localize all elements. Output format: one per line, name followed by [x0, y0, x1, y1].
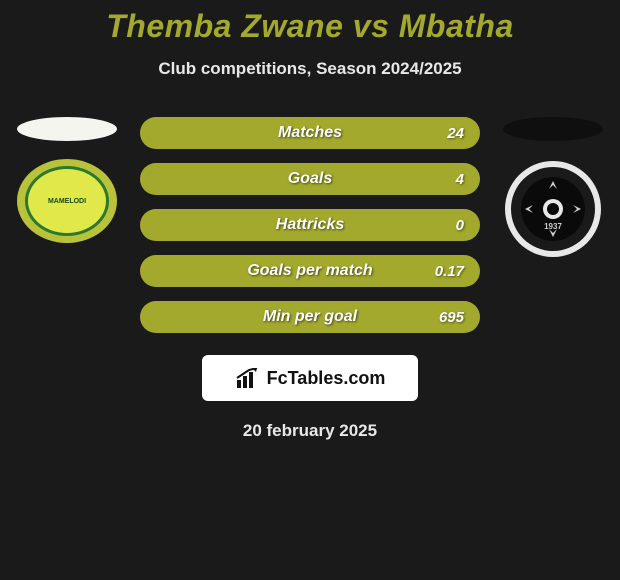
stat-value-right: 0.17 — [434, 263, 464, 280]
stat-value-right: 24 — [434, 125, 464, 142]
brand-box[interactable]: FcTables.com — [202, 355, 418, 401]
right-club-year: 1937 — [544, 222, 562, 231]
stat-label: Min per goal — [263, 308, 357, 326]
comparison-row: MAMELODI Matches 24 Goals 4 Hattricks 0 Goals … — [0, 117, 620, 333]
left-club-badge-inner: MAMELODI — [25, 166, 109, 236]
right-player-side: 1937 — [498, 117, 608, 259]
stat-label: Goals per match — [247, 262, 372, 280]
stat-bar: Min per goal 695 — [140, 301, 480, 333]
left-player-side: MAMELODI — [12, 117, 122, 243]
stats-column: Matches 24 Goals 4 Hattricks 0 Goals per match… — [140, 117, 480, 333]
date-line: 20 february 2025 — [0, 421, 620, 441]
stat-bar: Matches 24 — [140, 117, 480, 149]
subtitle: Club competitions, Season 2024/2025 — [0, 59, 620, 79]
right-club-badge: 1937 — [503, 159, 603, 259]
stat-label: Matches — [278, 124, 342, 142]
stat-label: Goals — [288, 170, 332, 188]
page-title: Themba Zwane vs Mbatha — [0, 8, 620, 45]
brand-chart-icon — [235, 368, 261, 388]
right-player-ellipse — [503, 117, 603, 141]
brand-text: FcTables.com — [267, 368, 386, 389]
stat-bar: Goals 4 — [140, 163, 480, 195]
left-player-ellipse — [17, 117, 117, 141]
right-club-badge-svg: 1937 — [503, 159, 603, 259]
left-club-name: MAMELODI — [48, 198, 86, 205]
comparison-card: Themba Zwane vs Mbatha Club competitions… — [0, 0, 620, 441]
stat-value-right: 695 — [434, 309, 464, 326]
stat-bar: Hattricks 0 — [140, 209, 480, 241]
stat-value-right: 0 — [434, 217, 464, 234]
stat-value-right: 4 — [434, 171, 464, 188]
left-club-badge: MAMELODI — [17, 159, 117, 243]
stat-bar: Goals per match 0.17 — [140, 255, 480, 287]
stat-label: Hattricks — [276, 216, 344, 234]
